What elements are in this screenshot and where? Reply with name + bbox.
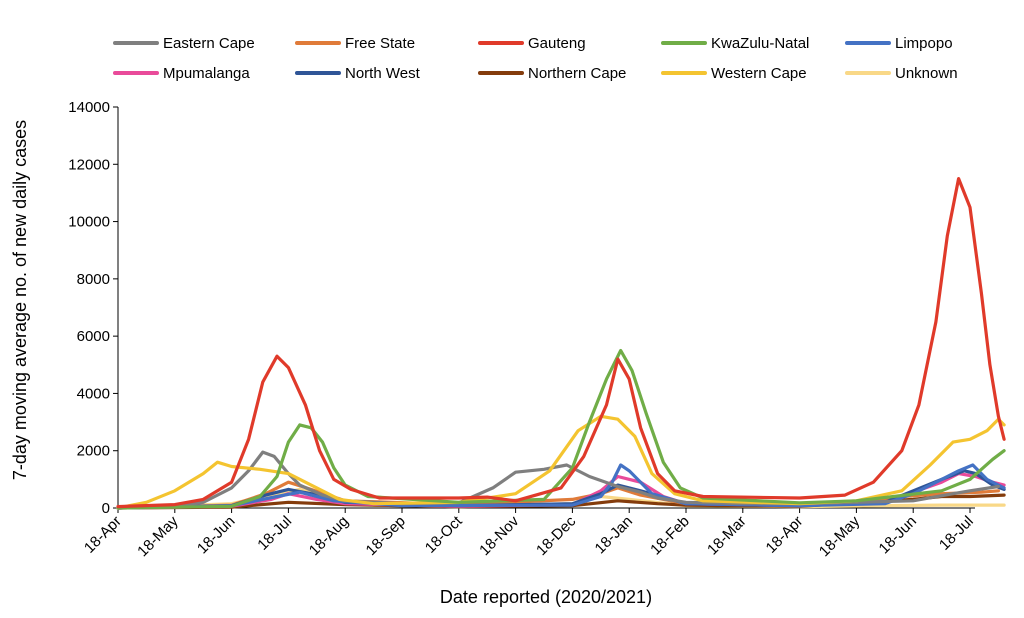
y-tick-label: 4000 [77, 385, 110, 402]
x-tick-label: 18-Aug [306, 513, 352, 559]
x-axis-title: Date reported (2020/2021) [440, 587, 652, 607]
legend-label: Unknown [895, 65, 958, 82]
series-line-gauteng [116, 177, 1006, 509]
x-tick-label: 18-Jul [936, 513, 977, 554]
x-tick-label: 18-Jun [194, 513, 238, 557]
legend: Eastern Cape Free State Gauteng KwaZulu-Nat… [113, 35, 958, 82]
x-tick-label: 18-Dec [533, 512, 580, 559]
x-tick-label: 18-Feb [647, 513, 693, 559]
legend-label: Gauteng [528, 35, 586, 52]
series-line-kwazulu-natal [116, 348, 1006, 510]
series-group [116, 177, 1006, 510]
legend-item: Limpopo [845, 35, 953, 52]
y-tick-label: 6000 [77, 328, 110, 345]
legend-label: Northern Cape [528, 65, 626, 82]
legend-item: Unknown [845, 65, 958, 82]
x-tick-label: 18-Apr [81, 513, 125, 557]
y-axis-title: 7-day moving average no. of new daily ca… [10, 120, 30, 480]
y-tick-label: 2000 [77, 443, 110, 460]
x-tick-label: 18-Nov [476, 512, 523, 559]
legend-item: KwaZulu-Natal [661, 35, 809, 52]
x-tick-label: 18-Mar [704, 513, 750, 559]
x-tick-label: 18-Apr [763, 513, 807, 557]
x-tick-label: 18-Sep [363, 513, 409, 559]
x-tick-label: 18-May [816, 512, 864, 560]
legend-item: Gauteng [478, 35, 586, 52]
y-axis: 0 2000 4000 6000 8000 10000 12000 14000 [68, 99, 119, 517]
x-tick-label: 18-Jul [254, 513, 295, 554]
x-tick-label: 18-Jan [592, 513, 636, 557]
x-tick-label: 18-Oct [422, 512, 466, 556]
y-tick-label: 0 [102, 500, 110, 517]
y-tick-label: 8000 [77, 271, 110, 288]
legend-label: Mpumalanga [163, 65, 250, 82]
legend-label: Western Cape [711, 65, 807, 82]
legend-item: Mpumalanga [113, 65, 250, 82]
legend-label: Free State [345, 35, 415, 52]
legend-item: North West [295, 65, 421, 82]
x-tick-label: 18-Jun [876, 513, 920, 557]
legend-label: North West [345, 65, 421, 82]
legend-label: Eastern Cape [163, 35, 255, 52]
x-axis: 18-Apr 18-May 18-Jun 18-Jul 18-Aug 18-Sep 18-O… [81, 507, 977, 560]
legend-item: Eastern Cape [113, 35, 255, 52]
legend-item: Northern Cape [478, 65, 626, 82]
legend-item: Free State [295, 35, 415, 52]
series-line-limpopo [116, 463, 1006, 510]
legend-label: Limpopo [895, 35, 953, 52]
x-tick-label: 18-May [134, 512, 182, 560]
y-tick-label: 14000 [68, 99, 110, 116]
legend-label: KwaZulu-Natal [711, 35, 809, 52]
legend-item: Western Cape [661, 65, 807, 82]
y-tick-label: 12000 [68, 156, 110, 173]
y-tick-label: 10000 [68, 214, 110, 231]
